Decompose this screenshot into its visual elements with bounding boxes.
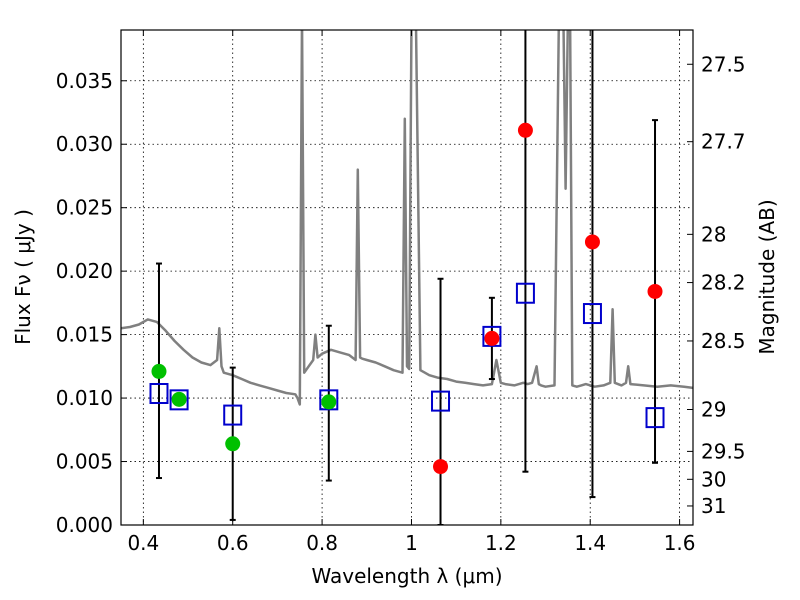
y-tick-label: 0.000 xyxy=(56,513,113,537)
right-tick-label: 28.2 xyxy=(701,271,746,295)
y-tick-label: 0.015 xyxy=(56,323,113,347)
x-axis-label: Wavelength λ (μm) xyxy=(311,564,502,588)
y-tick-label: 0.020 xyxy=(56,259,113,283)
model-square-marker xyxy=(431,390,451,412)
right-tick-label: 31 xyxy=(701,494,726,518)
model-square-marker xyxy=(645,407,665,429)
detection-circle-marker xyxy=(433,459,449,475)
y-tick-label: 0.010 xyxy=(56,386,113,410)
y-tick-label: 0.005 xyxy=(56,450,113,474)
x-tick-label: 1 xyxy=(405,531,418,555)
detection-circle-marker xyxy=(225,436,241,452)
right-tick-label: 27.5 xyxy=(701,52,746,76)
detection-circle-marker xyxy=(584,234,600,250)
model-photometry-layer xyxy=(149,282,665,429)
x-tick-label: 1.2 xyxy=(485,531,517,555)
y-axis-label: Flux Fν ( μJy ) xyxy=(11,209,35,345)
model-square-marker xyxy=(223,404,243,426)
right-tick-label: 29 xyxy=(701,398,726,422)
detection-circle-marker xyxy=(321,394,337,410)
axis-ticks xyxy=(121,30,693,526)
y-tick-label: 0.030 xyxy=(56,132,113,156)
plot-area xyxy=(121,30,693,525)
x-tick-label: 1.4 xyxy=(574,531,606,555)
x-tick-label: 1.6 xyxy=(664,531,696,555)
right-tick-label: 29.5 xyxy=(701,439,746,463)
axis-tick-labels: 0.4 0.6 0.8 1 1.2 1.4 1.6 0.000 0.005 0.010 0.015 0… xyxy=(56,52,746,555)
plot-frame xyxy=(120,29,694,526)
x-tick-label: 0.4 xyxy=(127,531,159,555)
x-tick-label: 0.8 xyxy=(306,531,338,555)
right-tick-label: 30 xyxy=(701,467,726,491)
right-tick-label: 27.7 xyxy=(701,130,746,154)
y-tick-label: 0.035 xyxy=(56,69,113,93)
detection-layer xyxy=(151,122,663,475)
spectrum-line xyxy=(121,30,693,406)
spectrum-layer xyxy=(121,30,693,406)
detection-circle-marker xyxy=(151,363,167,379)
right-tick-label: 28 xyxy=(701,222,726,246)
detection-circle-marker xyxy=(171,391,187,407)
detection-circle-marker xyxy=(647,283,663,299)
model-square-marker xyxy=(149,383,169,404)
detection-circle-marker xyxy=(517,122,533,138)
model-square-marker xyxy=(169,389,189,411)
model-square-marker xyxy=(582,303,602,325)
right-tick-label: 28.5 xyxy=(701,329,746,353)
detection-circle-marker xyxy=(484,330,500,346)
x-tick-label: 0.6 xyxy=(217,531,249,555)
y-axis-right-label: Magnitude (AB) xyxy=(755,199,779,354)
model-square-marker xyxy=(515,282,535,304)
y-tick-label: 0.025 xyxy=(56,196,113,220)
